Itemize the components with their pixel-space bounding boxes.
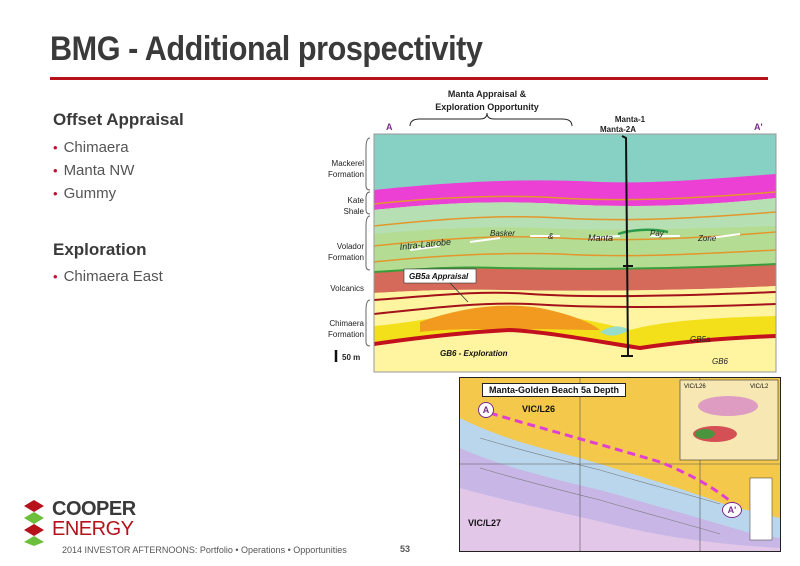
formation-label-volador-2: Formation xyxy=(328,253,364,262)
gb5a-appraisal-callout xyxy=(403,268,477,284)
section-line xyxy=(489,411,742,512)
depth-map: VIC/L26 VIC/L2 Manta-Golden Beach 5a Dep… xyxy=(459,377,781,552)
inset-permit-label-2: VIC/L2 xyxy=(750,384,769,390)
label-ampersand: & xyxy=(548,232,553,241)
label-zone: Zone xyxy=(697,234,717,243)
list-item-label: Chimaera xyxy=(63,139,129,156)
list-item: • Manta NW xyxy=(53,159,134,182)
label-manta: Manta xyxy=(588,233,613,243)
slide-title: BMG - Additional prospectivity xyxy=(50,30,483,68)
formation-label-volcanics: Volcanics xyxy=(330,284,364,293)
list-item-label: Gummy xyxy=(63,185,117,202)
callout-brace xyxy=(409,112,573,127)
geological-cross-section: Manta Appraisal & Exploration Opportunit… xyxy=(328,89,777,373)
label-gb5a: GB5a xyxy=(690,335,711,344)
map-marker-a-prime: A' xyxy=(722,502,742,518)
map-scale-legend xyxy=(749,477,773,541)
formation-label-chimaera-2: Formation xyxy=(328,330,364,339)
logo-text-line2: ENERGY xyxy=(52,518,134,540)
inset-permit-label: VIC/L26 xyxy=(684,384,706,390)
list-item-label: Manta NW xyxy=(63,162,135,179)
section-end-a-prime: A' xyxy=(754,122,763,132)
list-item: • Gummy xyxy=(53,182,134,205)
label-gb6-exploration: GB6 - Exploration xyxy=(440,349,508,358)
exploration-heading: Exploration xyxy=(53,240,147,259)
formation-label-mackerel-1: Mackerel xyxy=(332,159,365,168)
section-layers xyxy=(373,133,777,373)
label-pay: Pay xyxy=(650,229,665,238)
exploration-list: • Chimaera East xyxy=(53,265,163,288)
depth-map-graphic: VIC/L26 VIC/L2 xyxy=(460,378,780,551)
offset-appraisal-list: • Chimaera • Manta NW • Gummy xyxy=(53,136,134,205)
permit-label-vic-l26: VIC/L26 xyxy=(522,404,556,414)
list-item-label: Chimaera East xyxy=(63,268,163,285)
inset-map xyxy=(679,379,779,461)
bullet-icon: • xyxy=(53,186,58,201)
logo-mark-icon xyxy=(24,500,44,546)
page-number: 53 xyxy=(400,544,411,554)
section-end-a: A xyxy=(386,122,393,132)
bullet-icon: • xyxy=(53,140,58,155)
map-marker-a: A xyxy=(478,402,494,418)
formation-label-kate-2: Shale xyxy=(344,207,365,216)
footer-text: 2014 INVESTOR AFTERNOONS: Portfolio • Op… xyxy=(62,545,347,555)
well-label-manta2a: Manta-2A xyxy=(600,125,636,134)
logo-text-line1: COOPER xyxy=(52,498,136,520)
permit-label-vic-l27: VIC/L27 xyxy=(468,518,502,528)
bullet-icon: • xyxy=(53,163,58,178)
formation-label-volador-1: Volador xyxy=(337,242,364,251)
bullet-icon: • xyxy=(53,269,58,284)
label-gb5a-appraisal: GB5a Appraisal xyxy=(409,272,469,281)
scale-label: 50 m xyxy=(342,353,360,362)
label-gb6: GB6 xyxy=(712,357,729,366)
list-item: • Chimaera xyxy=(53,136,134,159)
title-divider xyxy=(50,77,768,80)
well-label-manta1: Manta-1 xyxy=(615,115,646,124)
cooper-energy-logo: COOPER ENERGY xyxy=(18,498,148,548)
formation-label-kate-1: Kate xyxy=(348,196,365,205)
list-item: • Chimaera East xyxy=(53,265,163,288)
callout-text-1: Manta Appraisal & xyxy=(448,89,527,99)
label-basker: Basker xyxy=(490,229,515,238)
formation-label-mackerel-2: Formation xyxy=(328,170,364,179)
callout-text-2: Exploration Opportunity xyxy=(435,102,539,112)
formation-label-chimaera-1: Chimaera xyxy=(329,319,364,328)
map-title: Manta-Golden Beach 5a Depth xyxy=(482,383,627,397)
offset-appraisal-heading: Offset Appraisal xyxy=(53,110,184,129)
